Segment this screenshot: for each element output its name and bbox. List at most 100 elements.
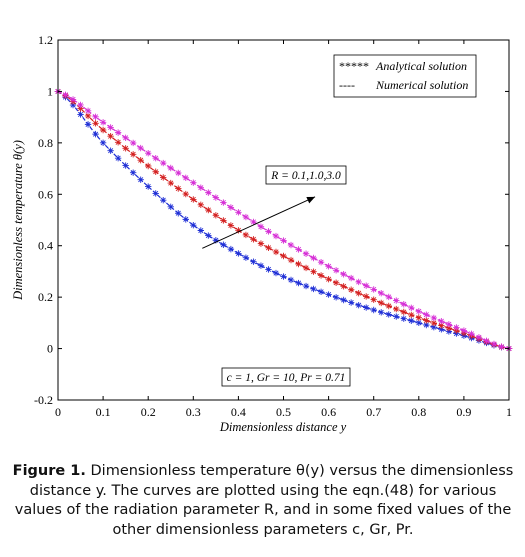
analytical-marker	[77, 111, 84, 118]
analytical-marker	[362, 304, 370, 311]
x-tick-label: 0.6	[321, 405, 336, 419]
analytical-marker	[107, 124, 114, 131]
analytical-marker	[107, 147, 114, 154]
analytical-marker	[347, 274, 355, 282]
analytical-marker	[197, 227, 205, 234]
analytical-marker	[175, 210, 182, 217]
analytical-marker	[167, 203, 174, 211]
y-tick-label: 0.6	[38, 187, 53, 201]
y-tick-label: 0	[47, 342, 53, 356]
analytical-marker	[423, 311, 430, 318]
analytical-marker	[393, 305, 400, 313]
analytical-marker	[393, 313, 400, 320]
analytical-marker	[287, 241, 295, 249]
analytical-marker	[430, 323, 438, 331]
analytical-marker	[317, 288, 325, 295]
y-tick-label: 0.8	[38, 136, 53, 150]
x-tick-label: 0.2	[141, 405, 156, 419]
analytical-marker	[182, 216, 189, 223]
analytical-marker	[69, 101, 77, 109]
analytical-marker	[160, 196, 167, 204]
analytical-marker	[212, 237, 220, 244]
analytical-marker	[385, 302, 392, 310]
analytical-marker	[287, 276, 295, 284]
legend-marker-numerical: ----	[339, 78, 355, 92]
analytical-marker	[227, 222, 235, 229]
x-tick-label: 0.8	[411, 405, 426, 419]
analytical-marker	[122, 145, 129, 152]
analytical-marker	[182, 190, 189, 198]
analytical-marker	[310, 285, 317, 293]
analytical-marker	[250, 258, 257, 265]
analytical-marker	[445, 324, 453, 332]
analytical-marker	[332, 294, 340, 301]
analytical-marker	[295, 279, 302, 287]
analytical-marker	[77, 101, 84, 109]
analytical-marker	[265, 266, 272, 273]
arrow-head	[306, 196, 316, 204]
legend-label-analytical: Analytical solution	[375, 59, 467, 73]
analytical-marker	[62, 91, 69, 98]
analytical-marker	[152, 168, 159, 175]
analytical-marker	[378, 309, 385, 316]
analytical-marker	[137, 144, 144, 152]
analytical-marker	[445, 328, 453, 335]
analytical-marker	[332, 279, 340, 286]
y-axis-label: Dimensionless temperature θ(y)	[11, 140, 25, 301]
analytical-marker	[257, 240, 265, 247]
analytical-marker	[317, 272, 325, 279]
analytical-marker	[129, 169, 137, 176]
analytical-marker	[129, 151, 137, 158]
analytical-marker	[498, 343, 505, 350]
analytical-marker	[340, 296, 347, 304]
analytical-marker	[69, 96, 77, 103]
analytical-marker	[385, 293, 392, 301]
analytical-marker	[340, 283, 347, 290]
analytical-marker	[205, 189, 212, 196]
analytical-marker	[227, 245, 235, 253]
analytical-marker	[272, 248, 280, 256]
analytical-marker	[107, 132, 114, 140]
x-tick-label: 0.1	[96, 405, 111, 419]
analytical-marker	[212, 212, 220, 219]
analytical-marker	[84, 112, 92, 120]
analytical-marker	[302, 264, 310, 272]
analytical-marker	[355, 301, 362, 309]
analytical-marker	[220, 241, 227, 248]
y-tick-label: 1.2	[38, 33, 53, 47]
params-box	[221, 367, 351, 387]
legend: ***** Analytical solution ---- Numerical…	[333, 54, 477, 98]
analytical-marker	[347, 286, 355, 293]
analytical-marker	[438, 317, 445, 325]
analytical-marker	[77, 105, 84, 112]
analytical-marker	[272, 232, 280, 240]
analytical-marker	[84, 121, 92, 128]
analytical-marker	[347, 299, 355, 306]
analytical-marker	[393, 297, 400, 304]
legend-box	[333, 54, 477, 98]
params-label: c = 1, Gr = 10, Pr = 0.71	[227, 372, 346, 384]
analytical-marker	[400, 315, 407, 322]
caption-lead: Figure 1.	[12, 463, 86, 479]
analytical-marker	[122, 162, 129, 169]
analytical-marker	[400, 301, 407, 308]
params-annotation: c = 1, Gr = 10, Pr = 0.71	[221, 367, 351, 387]
analytical-marker	[205, 206, 212, 214]
analytical-marker	[295, 260, 302, 268]
analytical-marker	[175, 185, 182, 192]
analytical-marker	[302, 250, 310, 257]
analytical-marker	[160, 174, 167, 181]
analytical-marker	[400, 308, 407, 316]
analytical-marker	[92, 120, 99, 127]
analytical-marker	[295, 246, 302, 253]
analytical-marker	[430, 314, 438, 322]
analytical-marker	[423, 321, 430, 329]
analytical-marker	[242, 231, 250, 239]
analytical-marker	[197, 201, 205, 208]
analytical-marker	[220, 217, 227, 224]
analytical-marker	[167, 179, 174, 187]
analytical-marker	[182, 174, 189, 182]
analytical-marker	[302, 282, 310, 290]
analytical-marker	[378, 299, 385, 307]
analytical-marker	[250, 218, 257, 226]
